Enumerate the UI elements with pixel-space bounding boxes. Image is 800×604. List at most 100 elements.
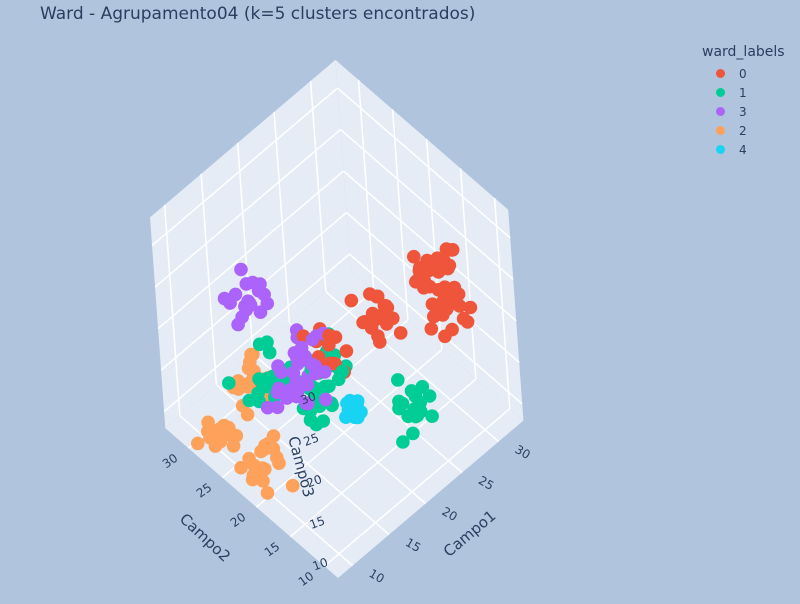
data-point-0 [365, 317, 379, 332]
gridline-y [357, 79, 375, 291]
data-point-0 [373, 335, 387, 349]
gridline-z [337, 87, 511, 239]
legend-label: 1 [739, 85, 747, 100]
data-point-3 [223, 296, 237, 310]
data-point-0 [386, 311, 400, 326]
data-point-0 [339, 344, 354, 358]
legend-label: 0 [739, 66, 747, 81]
gridline-y [323, 408, 511, 567]
data-point-1 [303, 413, 318, 427]
gridline-y [493, 197, 511, 409]
data-point-3 [299, 396, 313, 411]
data-point-1 [256, 379, 271, 394]
data-point-3 [319, 392, 333, 407]
data-point-0 [463, 300, 478, 315]
legend-items: 0 1 3 2 4 [702, 64, 785, 159]
data-point-0 [413, 260, 427, 275]
data-point-1 [406, 426, 420, 441]
legend-marker [716, 88, 725, 97]
data-point-3 [270, 385, 285, 400]
data-point-1 [425, 409, 439, 424]
data-point-0 [440, 286, 455, 300]
data-point-1 [392, 401, 406, 416]
data-point-0 [425, 297, 440, 312]
legend-label: 3 [739, 104, 747, 119]
data-point-0 [344, 293, 359, 308]
gridline-y [255, 349, 443, 508]
legend-label: 4 [739, 142, 747, 157]
tick-label-y: 25 [194, 480, 215, 500]
wall-x [335, 59, 524, 421]
data-point-3 [300, 377, 315, 392]
data-point-0 [410, 273, 425, 287]
gridline-z [154, 128, 341, 288]
data-point-1 [317, 381, 331, 396]
legend-item[interactable]: 0 [702, 64, 785, 83]
data-point-1 [252, 337, 267, 352]
data-point-1 [404, 384, 419, 398]
data-point-3 [305, 332, 320, 347]
data-point-0 [456, 311, 471, 326]
legend-marker [716, 145, 725, 154]
legend-title: ward_labels [702, 44, 785, 60]
gridline-z [163, 253, 350, 413]
tick-label-y: 15 [262, 539, 283, 559]
data-point-3 [231, 317, 245, 332]
tick-label-z: 10 [311, 555, 330, 573]
tick-label-z: 15 [308, 514, 327, 532]
data-point-0 [370, 289, 385, 304]
tick-label-z: 30 [299, 389, 318, 407]
data-point-3 [274, 365, 288, 380]
data-point-2 [260, 486, 275, 500]
data-point-2 [208, 439, 223, 453]
data-point-0 [365, 306, 380, 321]
legend-item[interactable]: 2 [702, 121, 785, 140]
wall-floor [165, 270, 524, 578]
gridline-y [289, 378, 477, 538]
data-point-2 [261, 436, 276, 451]
legend-label: 2 [739, 123, 747, 138]
tick-label-x: 25 [476, 473, 496, 493]
data-point-3 [251, 283, 266, 298]
gridline-x [163, 204, 181, 416]
gridline-x [200, 173, 218, 385]
tick-label-z: 20 [305, 472, 324, 490]
tick-label-x: 15 [403, 535, 423, 555]
data-point-2 [213, 423, 227, 437]
data-point-3 [239, 303, 253, 317]
tick-label-y: 30 [160, 451, 181, 471]
data-point-1 [335, 364, 350, 379]
legend-item[interactable]: 4 [702, 140, 785, 159]
gridline-y [459, 168, 477, 380]
legend-item[interactable]: 3 [702, 102, 785, 121]
tick-label-x: 30 [512, 442, 532, 462]
data-point-3 [260, 296, 275, 311]
data-point-1 [391, 373, 405, 387]
data-point-0 [393, 326, 408, 340]
data-point-3 [270, 400, 285, 415]
data-point-3 [286, 365, 301, 380]
legend-item[interactable]: 1 [702, 83, 785, 102]
gridline-x [273, 111, 291, 323]
tick-label-y: 20 [228, 510, 249, 530]
data-point-3 [308, 366, 323, 381]
gridline-y [391, 109, 409, 321]
data-point-1 [222, 376, 236, 390]
data-point-0 [434, 258, 448, 273]
legend-marker [716, 126, 725, 135]
legend-marker [716, 69, 725, 78]
data-point-0 [322, 328, 336, 343]
gridline-z [157, 170, 344, 330]
data-point-2 [240, 407, 255, 422]
data-point-0 [379, 299, 393, 313]
data-point-4 [347, 408, 361, 423]
data-point-3 [260, 400, 275, 415]
gridline-x [236, 142, 254, 354]
tick-label-x: 20 [439, 504, 459, 524]
gridline-x [309, 80, 327, 292]
data-point-1 [396, 435, 410, 449]
legend: ward_labels 0 1 3 2 4 [702, 44, 785, 159]
data-point-2 [272, 456, 286, 471]
